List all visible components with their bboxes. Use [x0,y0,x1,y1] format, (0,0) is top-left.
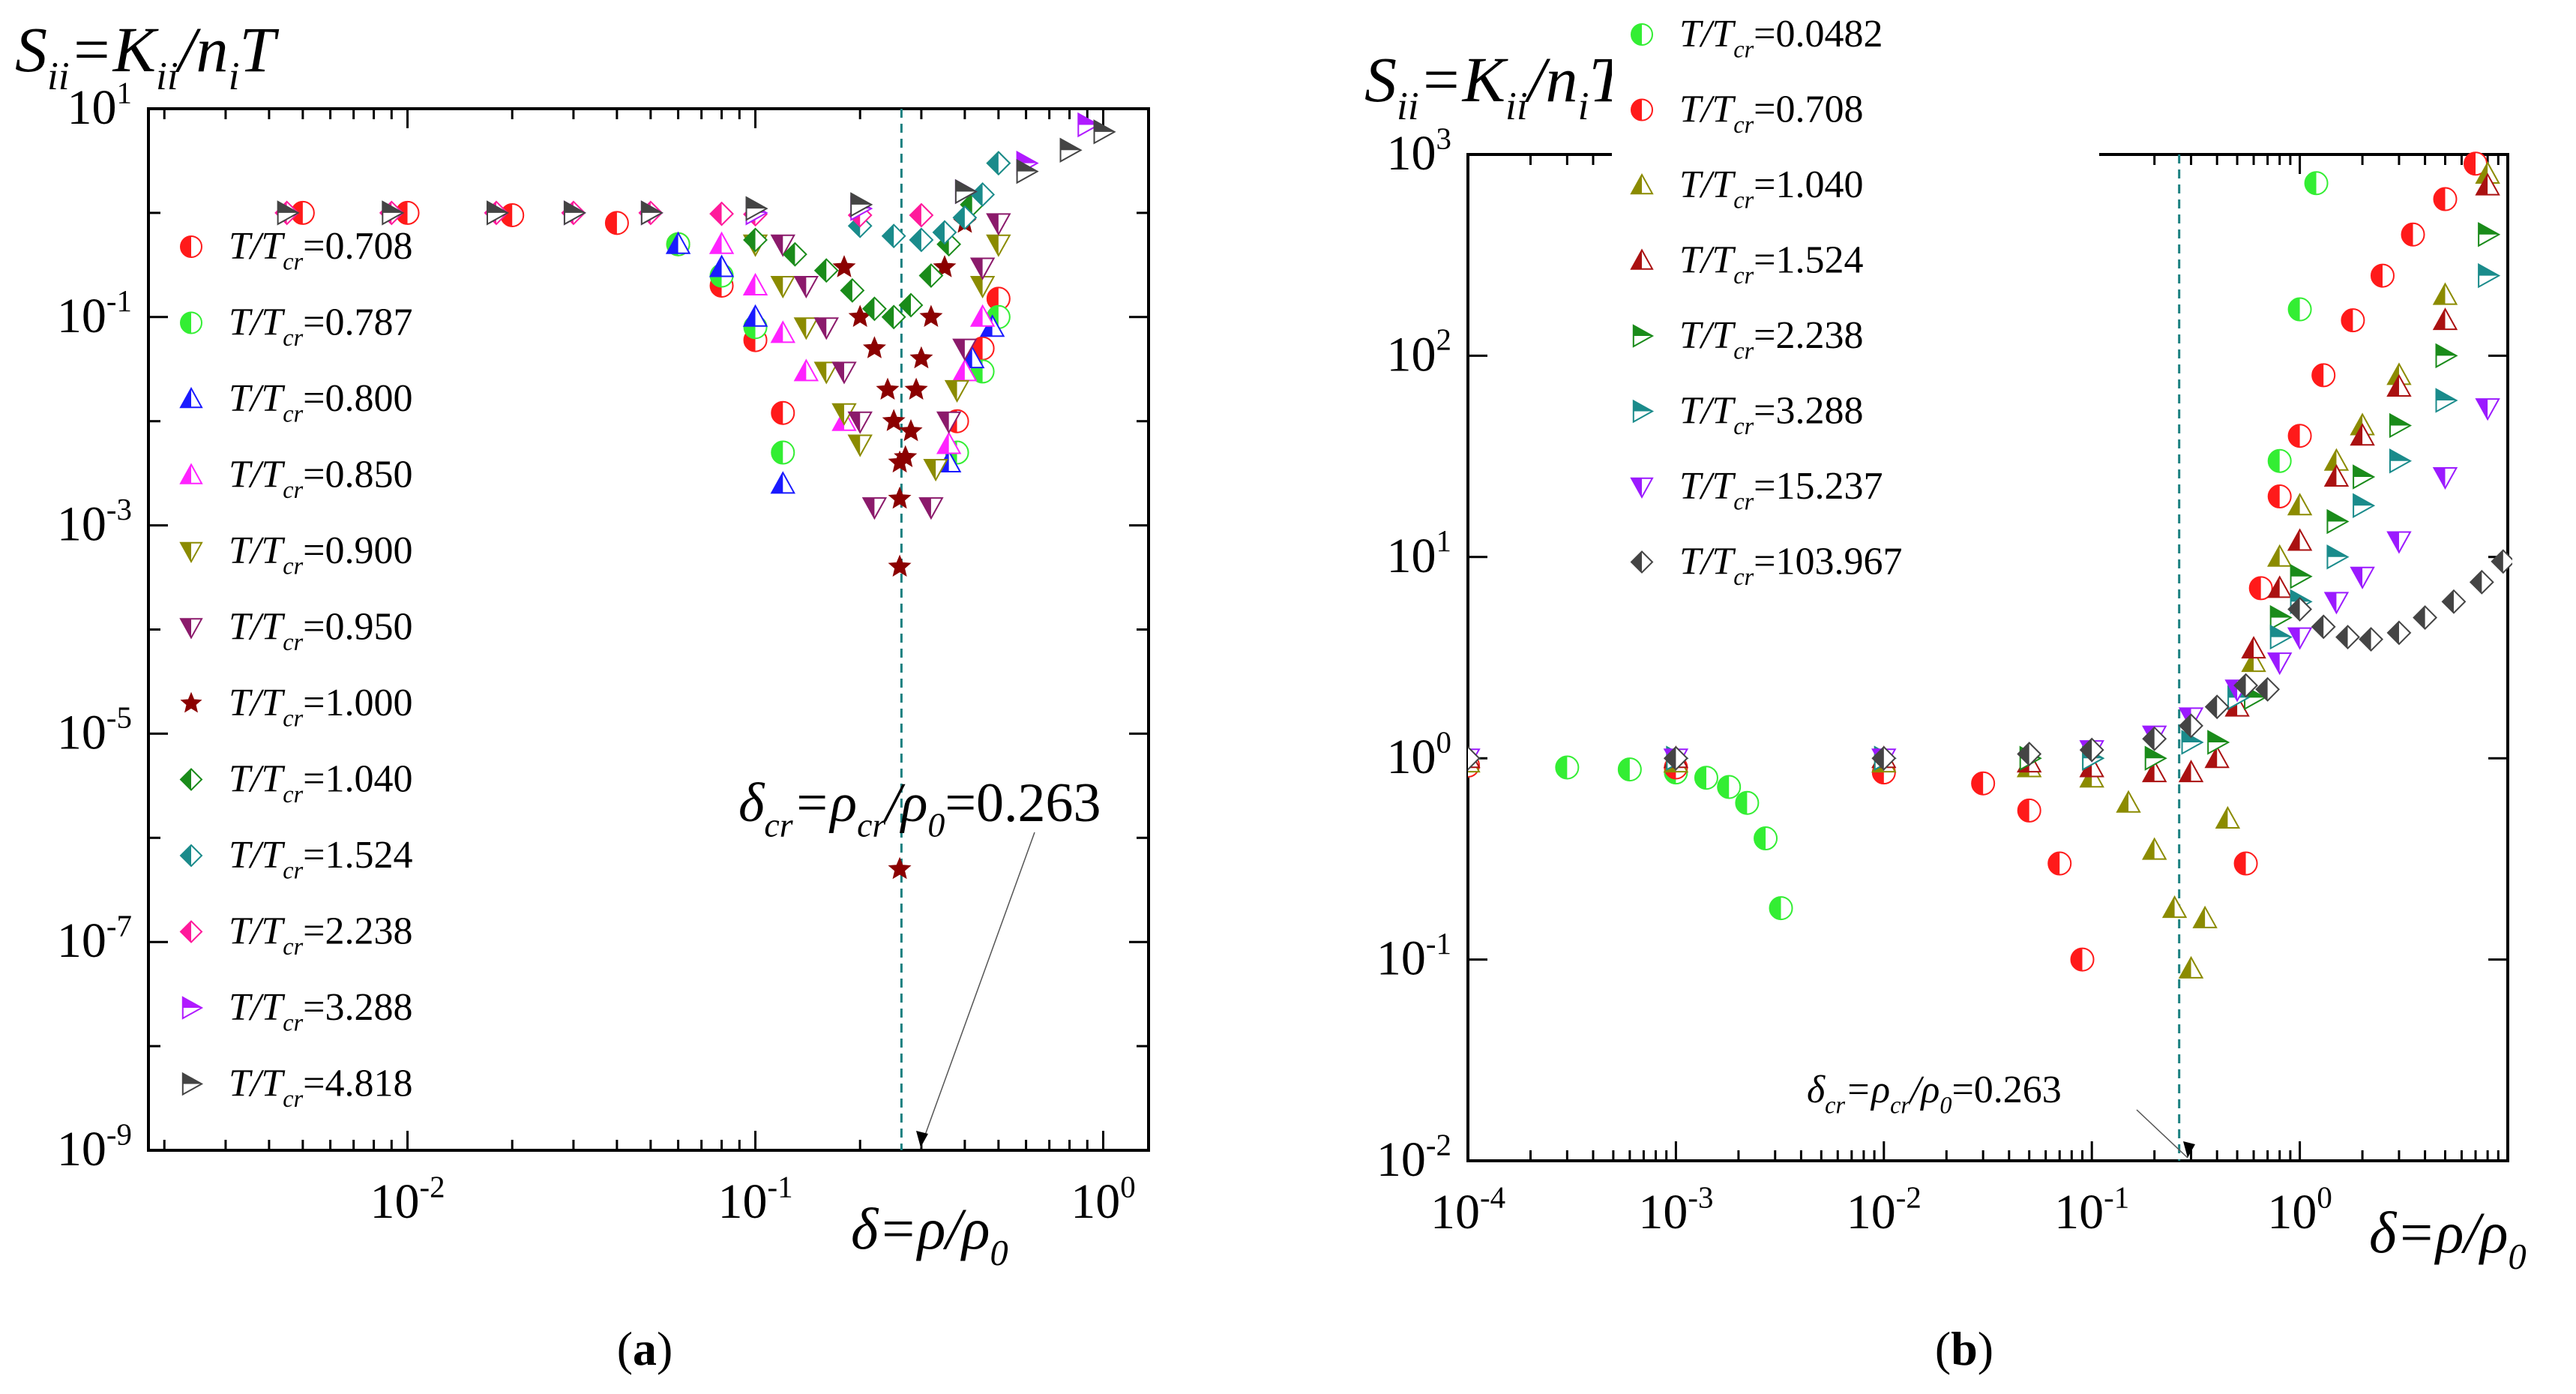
legend-entry: T/Tcr=0.950 [229,606,412,656]
legend-background [1612,1,2099,619]
legend-entry: T/Tcr=1.040 [1679,163,1863,214]
series-0.850 [708,231,996,454]
critical-annotation: δcr=ρcr/ρ0=0.263 [738,772,1101,844]
legend-entry: T/Tcr=0.787 [229,301,412,352]
legend-entry: T/Tcr=1.524 [1679,239,1863,289]
data-point [933,255,957,277]
legend-entry: T/Tcr=1.040 [229,758,412,808]
legend-entry: T/Tcr=2.238 [229,910,412,961]
legend-entry: T/Tcr=1.000 [229,682,412,732]
y-tick-label: 102 [1387,323,1451,382]
data-point [1468,745,1481,771]
data-points [274,112,1116,880]
y-tick-label: 103 [1387,121,1451,181]
x-tick-label: 10-2 [370,1170,445,1229]
series-4.818 [277,119,1116,226]
x-tick-label: 10-4 [1430,1180,1505,1240]
y-tick-label: 10-1 [1376,927,1451,986]
legend: T/Tcr=0.708 T/Tcr=0.787 T/Tcr=0.800 T/Tcr=0… [179,225,412,1113]
x-axis-label: δ=ρ/ρ0 [851,1196,1008,1273]
data-point [919,304,943,327]
series-1.524 [847,151,1011,253]
y-tick-label: 10-9 [57,1117,132,1177]
data-point [888,486,912,509]
y-tick-label: 101 [1387,524,1451,583]
data-point [888,856,912,880]
y-axis-label: Sii=Kii/niT [15,13,279,98]
annotation-arrow [920,832,1035,1148]
panel-label: (a) [617,1322,673,1375]
data-point [888,554,912,577]
legend-entry: T/Tcr=3.288 [1679,390,1863,440]
legend-entry: T/Tcr=0.900 [229,529,412,580]
y-axis-label: Sii=Kii/niT [1364,43,1628,128]
y-tick-label: 10-7 [57,909,132,968]
y-tick-label: 10-1 [57,284,132,343]
data-point [909,346,933,369]
x-tick-label: 10-3 [1638,1180,1713,1240]
y-tick-label: 100 [1387,725,1451,784]
data-point [882,409,906,431]
data-point [899,418,923,442]
series-0.950 [770,213,1011,520]
legend-entry: T/Tcr=3.288 [229,986,412,1036]
y-tick-label: 10-3 [57,493,132,552]
x-tick-label: 10-1 [717,1170,792,1229]
data-point [904,377,928,400]
x-tick-label: 10-1 [2054,1180,2129,1240]
y-tick-label: 10-2 [1376,1128,1451,1187]
data-point [876,377,900,400]
legend-entry: T/Tcr=4.818 [229,1063,412,1113]
legend-entry: T/Tcr=1.524 [229,834,412,884]
legend-entry: T/Tcr=2.238 [1679,314,1863,364]
data-point [894,445,918,468]
x-tick-label: 100 [1071,1170,1135,1229]
series-0.708 [1468,151,2488,972]
chart-panel-1: 10-2 10-1 100 10-9 10-7 10-5 10-3 10-1 101Sii=Ki… [15,13,1150,1375]
legend: T/Tcr=0.0482 T/Tcr=0.708 T/Tcr=1.040 T/Tcr=… [1612,1,2099,619]
annotation-arrowhead [2183,1141,2195,1158]
y-tick-label: 10-5 [57,701,132,760]
y-tick-label: 101 [67,76,132,135]
legend-entry: T/Tcr=15.237 [1679,465,1883,515]
legend-entry: T/Tcr=0.708 [229,225,412,275]
legend-entry: T/Tcr=0.800 [229,377,412,427]
data-point [862,336,886,358]
series-2.238 [274,200,934,228]
data-points [1468,151,2512,979]
x-tick-label: 10-2 [1847,1180,1922,1240]
legend-entry: T/Tcr=0.708 [1679,88,1863,139]
annotation-arrowhead [916,1131,928,1147]
data-point [832,255,856,277]
chart-panel-2: 10-4 10-3 10-2 10-1 100 10-2 10-1 100 101 102 103S… [1364,1,2527,1375]
x-axis-label: δ=ρ/ρ0 [2369,1200,2527,1277]
legend-entry: T/Tcr=0.850 [229,454,412,504]
legend-marker [180,691,202,713]
critical-annotation: δcr=ρcr/ρ0=0.263 [1807,1069,2062,1119]
series-1.040 [1468,160,2500,979]
panel-label: (b) [1935,1322,1993,1375]
x-tick-label: 100 [2267,1180,2332,1240]
legend-entry: T/Tcr=103.967 [1679,541,1902,591]
annotation-arrow [2136,1109,2188,1159]
legend-entry: T/Tcr=0.0482 [1679,13,1883,63]
series-103.967 [1468,549,2512,771]
